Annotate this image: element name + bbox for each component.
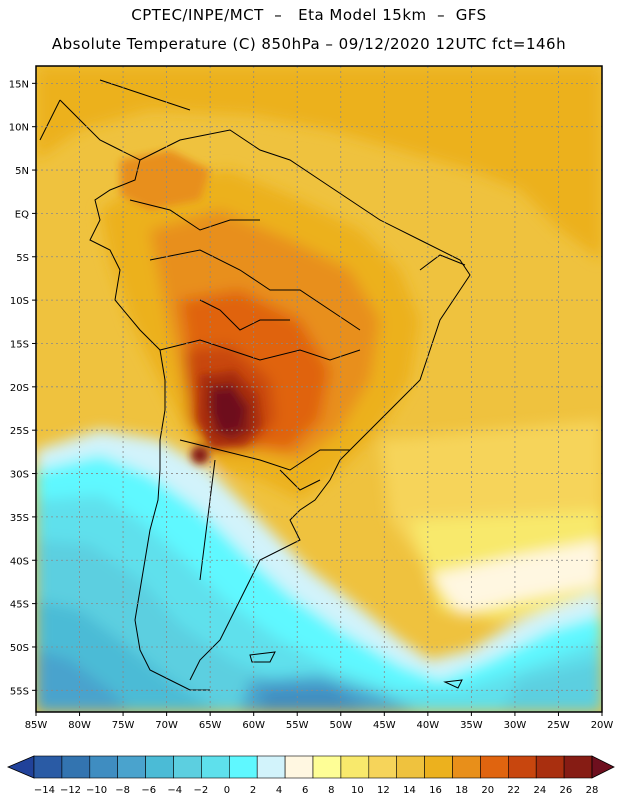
lat-label: 5S — [16, 253, 29, 264]
colorbar-label: 28 — [586, 785, 599, 796]
colorbar-box — [480, 755, 509, 779]
longitude-labels: 85W 80W 75W 70W 65W 60W 55W 50W 45W 40W 35W 30W 25W 2… — [25, 720, 614, 731]
lat-label: 55S — [10, 686, 29, 697]
lon-label: 60W — [242, 720, 265, 731]
map-frame — [35, 65, 603, 713]
colorbar-box — [368, 755, 397, 779]
colorbar-label: 10 — [351, 785, 364, 796]
lon-label: 40W — [417, 720, 440, 731]
colorbar-arrow-high — [591, 755, 615, 779]
lon-label: 45W — [373, 720, 396, 731]
lat-label: 15S — [10, 339, 29, 350]
colorbar-label: 26 — [560, 785, 573, 796]
colorbar-box — [201, 755, 230, 779]
colorbar-label: 12 — [377, 785, 390, 796]
colorbar-label: 8 — [328, 785, 334, 796]
temperature-field — [36, 66, 602, 712]
colorbar-label: 24 — [533, 785, 546, 796]
lat-label: 5N — [15, 166, 29, 177]
graticule — [36, 66, 602, 712]
map-title-line-2: Absolute Temperature (C) 850hPa – 09/12/… — [51, 35, 567, 53]
colorbar-box — [229, 755, 258, 779]
colorbar-label: 2 — [250, 785, 256, 796]
colorbar-label: 22 — [507, 785, 520, 796]
colorbar-box — [424, 755, 453, 779]
colorbar-box — [452, 755, 481, 779]
colorbar-box — [61, 755, 91, 779]
latitude-labels: 15N 10N 5N EQ 5S 10S 15S 20S 25S 30S 35S 40S 45S 50S 5… — [9, 79, 29, 697]
colorbar-box — [312, 755, 342, 779]
colorbar-label: 0 — [224, 785, 230, 796]
lon-label: 30W — [504, 720, 527, 731]
lat-label: 15N — [9, 79, 29, 90]
lat-label: 25S — [10, 426, 29, 437]
colorbar-box — [173, 755, 202, 779]
colorbar-box — [507, 755, 537, 779]
lon-label: 35W — [460, 720, 483, 731]
colorbar-label: −14 — [34, 785, 55, 796]
colorbar-label: 4 — [276, 785, 282, 796]
colorbar-box — [284, 755, 314, 779]
lat-label: EQ — [15, 209, 29, 220]
lat-label: 30S — [10, 470, 29, 481]
colorbar-box — [89, 755, 119, 779]
colorbar-label: −8 — [115, 785, 130, 796]
colorbar-box — [340, 755, 370, 779]
colorbar-label: −6 — [141, 785, 156, 796]
lat-label: 10S — [10, 296, 29, 307]
lat-label: 35S — [10, 513, 29, 524]
colorbar-label: −10 — [86, 785, 107, 796]
lon-label: 85W — [25, 720, 48, 731]
colorbar-box — [535, 755, 565, 779]
lat-label: 45S — [10, 600, 29, 611]
lon-label: 70W — [155, 720, 178, 731]
colorbar-labels: −14 −12 −10 −8 −6 −4 −2 0 2 4 6 8 10 12 14 16 18 20 22 24 26… — [34, 785, 598, 796]
colorbar-box — [256, 755, 286, 779]
lon-label: 55W — [286, 720, 309, 731]
colorbar-box — [396, 755, 425, 779]
colorbar-label: −12 — [60, 785, 81, 796]
colorbar-label: 14 — [403, 785, 416, 796]
lat-label: 40S — [10, 556, 29, 567]
colorbar-box — [33, 755, 63, 779]
coastlines — [39, 79, 471, 691]
colorbar-arrow-low — [6, 755, 35, 779]
colorbar-label: 20 — [481, 785, 494, 796]
axis-ticks — [32, 82, 603, 716]
lat-label: 50S — [10, 643, 29, 654]
map-title-line-1: CPTEC/INPE/MCT – Eta Model 15km – GFS — [131, 6, 487, 24]
colorbar-box — [117, 755, 146, 779]
colorbar-box — [145, 755, 174, 779]
colorbar-label: 16 — [429, 785, 442, 796]
colorbar-box — [563, 755, 593, 779]
lon-label: 25W — [547, 720, 570, 731]
lon-label: 50W — [329, 720, 352, 731]
colorbar-label: 6 — [302, 785, 308, 796]
lon-label: 80W — [68, 720, 91, 731]
lat-label: 10N — [9, 123, 29, 134]
lon-label: 20W — [591, 720, 614, 731]
lon-label: 75W — [112, 720, 135, 731]
lat-label: 20S — [10, 383, 29, 394]
colorbar-label: 18 — [455, 785, 468, 796]
colorbar-label: −4 — [167, 785, 182, 796]
lon-label: 65W — [199, 720, 222, 731]
colorbar-label: −2 — [194, 785, 209, 796]
colorbar — [6, 755, 615, 779]
